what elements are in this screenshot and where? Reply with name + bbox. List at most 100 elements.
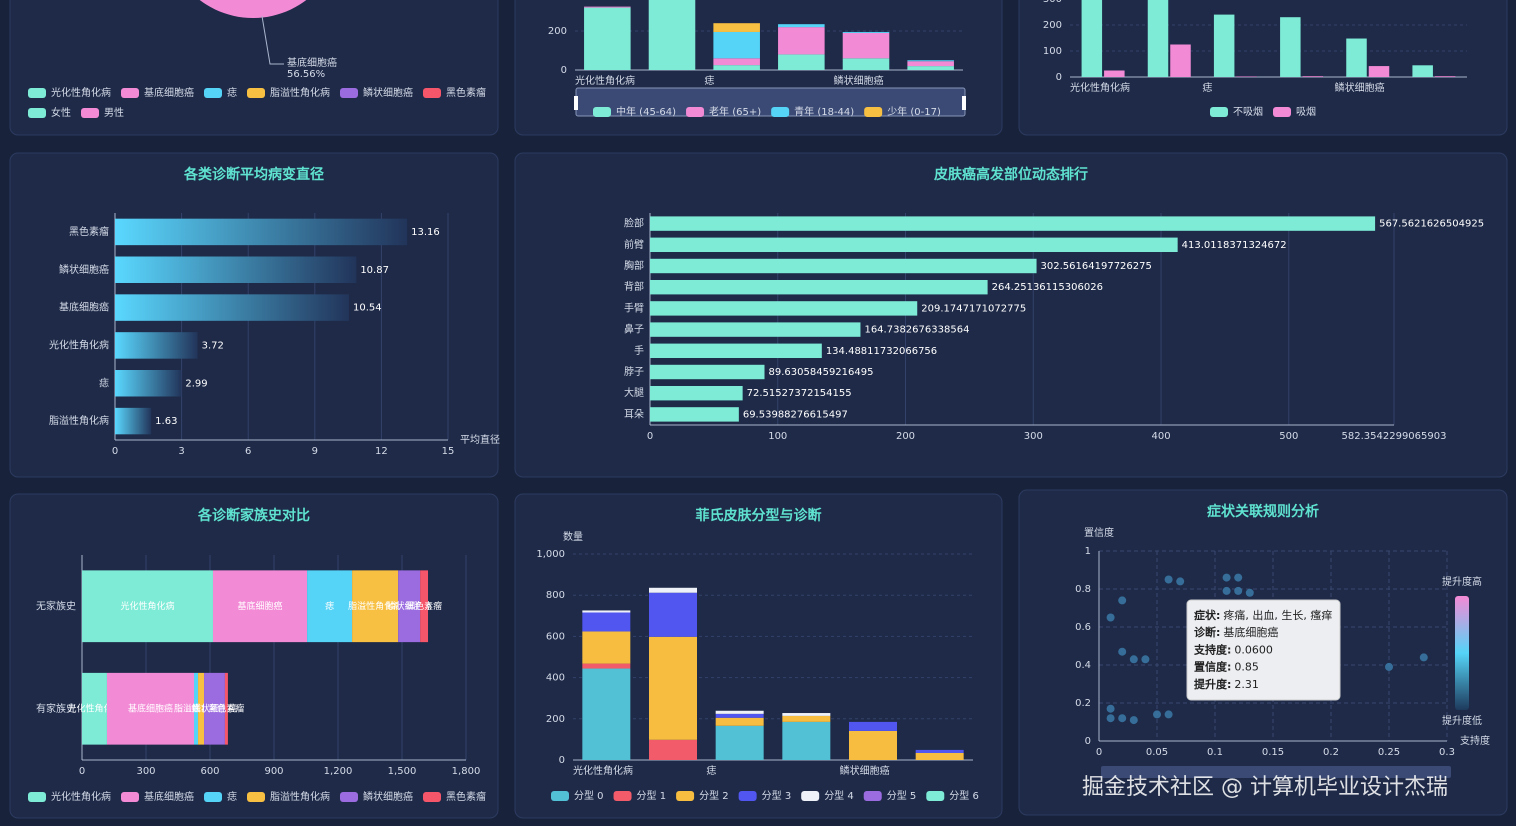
- point: [1164, 710, 1173, 719]
- legend-label: 不吸烟: [1233, 105, 1263, 118]
- legend-swatch: [81, 108, 99, 118]
- y-tick-label: 0.2: [1075, 698, 1091, 709]
- bar: [650, 322, 861, 337]
- point: [1234, 586, 1243, 595]
- point: [1164, 575, 1173, 584]
- point: [1129, 655, 1138, 664]
- x-tick-label: 鳞状细胞癌: [1335, 81, 1385, 94]
- segment-label: 基底细胞癌: [238, 600, 283, 612]
- bar-segment: [82, 570, 213, 643]
- y-tick-label: 手: [634, 344, 644, 357]
- panel: [9, 0, 499, 136]
- bar: [115, 407, 152, 435]
- legend-label: 青年 (18-44): [794, 105, 854, 118]
- segment-label: 基底细胞癌: [128, 702, 173, 714]
- bar-segment: [915, 749, 964, 753]
- bar-segment: [778, 27, 825, 55]
- bar: [1434, 76, 1456, 77]
- bar-segment: [715, 717, 764, 726]
- tooltip-key: 提升度:: [1194, 677, 1231, 691]
- legend-label: 黑色素瘤: [446, 790, 486, 803]
- bar: [115, 218, 408, 246]
- bar: [115, 294, 349, 321]
- legend-label: 少年 (0-17): [887, 105, 941, 118]
- bar-segment: [778, 54, 825, 70]
- y-tick-label: 脂溢性角化病: [49, 414, 109, 427]
- tooltip-key: 症状:: [1194, 608, 1220, 622]
- legend-swatch: [593, 107, 611, 117]
- x-tick-label: 0.1: [1207, 747, 1223, 758]
- y-tick-label: 鳞状细胞癌: [59, 263, 109, 276]
- zoom-bar: [1101, 766, 1451, 778]
- value-label: 209.1747171072775: [921, 303, 1026, 314]
- bar-segment: [715, 713, 764, 718]
- legend-label: 老年 (65+): [709, 105, 761, 118]
- legend-label: 鳞状细胞癌: [363, 86, 413, 99]
- y-tick-label: 黑色素瘤: [69, 225, 109, 238]
- value-label: 3.72: [202, 340, 224, 351]
- bar-segment: [842, 32, 890, 59]
- legend-swatch: [28, 108, 46, 118]
- x-tick-label: 300: [136, 766, 155, 777]
- bar-segment: [782, 713, 831, 716]
- y-tick-label: 1,000: [536, 549, 565, 560]
- point: [1153, 710, 1161, 719]
- x-tick-label: 光化性角化病: [1070, 81, 1130, 94]
- x-tick-label: 1,800: [452, 766, 481, 777]
- y-tick-label: 手臂: [624, 301, 644, 314]
- value-label: 264.25136115306026: [992, 282, 1103, 293]
- point: [1106, 714, 1115, 723]
- x-tick-label: 0.25: [1378, 747, 1400, 758]
- legend-label: 脂溢性角化病: [270, 790, 330, 803]
- bar: [650, 258, 1037, 274]
- bar-segment: [82, 672, 107, 745]
- x-axis-label: 平均直径: [460, 433, 500, 446]
- y-tick-label: 300: [1043, 0, 1062, 5]
- value-label: 13.16: [411, 227, 440, 238]
- point: [1385, 662, 1393, 671]
- legend-swatch: [864, 107, 883, 117]
- y-tick-label: 0: [559, 755, 565, 766]
- x-tick-label: 鳞状细胞癌: [840, 764, 890, 777]
- point: [1118, 714, 1127, 723]
- bar-segment: [649, 592, 697, 637]
- bar: [650, 407, 739, 422]
- bar-segment: [584, 7, 631, 71]
- bar-segment: [212, 570, 308, 643]
- bar-segment: [582, 668, 631, 760]
- segment-label: 光化性角化病: [120, 600, 174, 612]
- legend-swatch: [863, 791, 882, 801]
- bar-segment: [849, 721, 897, 731]
- legend-label: 女性: [51, 106, 71, 119]
- y-tick-label: 0: [1085, 736, 1091, 747]
- point: [1419, 653, 1428, 662]
- point: [1222, 573, 1231, 582]
- x-tick-label: 15: [442, 446, 455, 457]
- x-tick-label: 400: [1151, 431, 1170, 442]
- legend-label: 光化性角化病: [51, 790, 111, 803]
- legend-label: 光化性角化病: [51, 86, 111, 99]
- zoom-handle: [574, 96, 578, 110]
- legend-swatch: [247, 88, 265, 98]
- point: [1176, 577, 1185, 586]
- legend-label: 分型 0: [574, 789, 604, 802]
- x-tick-label: 582.3542299065903: [1342, 431, 1447, 442]
- legend-swatch: [801, 791, 820, 801]
- bar-segment: [194, 672, 199, 745]
- value-label: 134.48811732066756: [826, 346, 937, 357]
- x-axis-label: 支持度: [1460, 734, 1490, 747]
- x-tick-label: 600: [200, 766, 219, 777]
- legend-swatch: [121, 88, 139, 98]
- x-tick-label: 痣: [1202, 81, 1212, 94]
- bar: [115, 332, 198, 359]
- bar: [650, 237, 1178, 253]
- bar: [1213, 14, 1235, 78]
- bar-segment: [582, 610, 631, 613]
- bar-segment: [352, 570, 399, 643]
- tooltip-value: 2.31: [1234, 678, 1259, 691]
- bar-segment: [907, 66, 954, 70]
- legend-swatch: [686, 107, 705, 117]
- bar-segment: [842, 58, 890, 70]
- y-tick-label: 400: [546, 673, 565, 684]
